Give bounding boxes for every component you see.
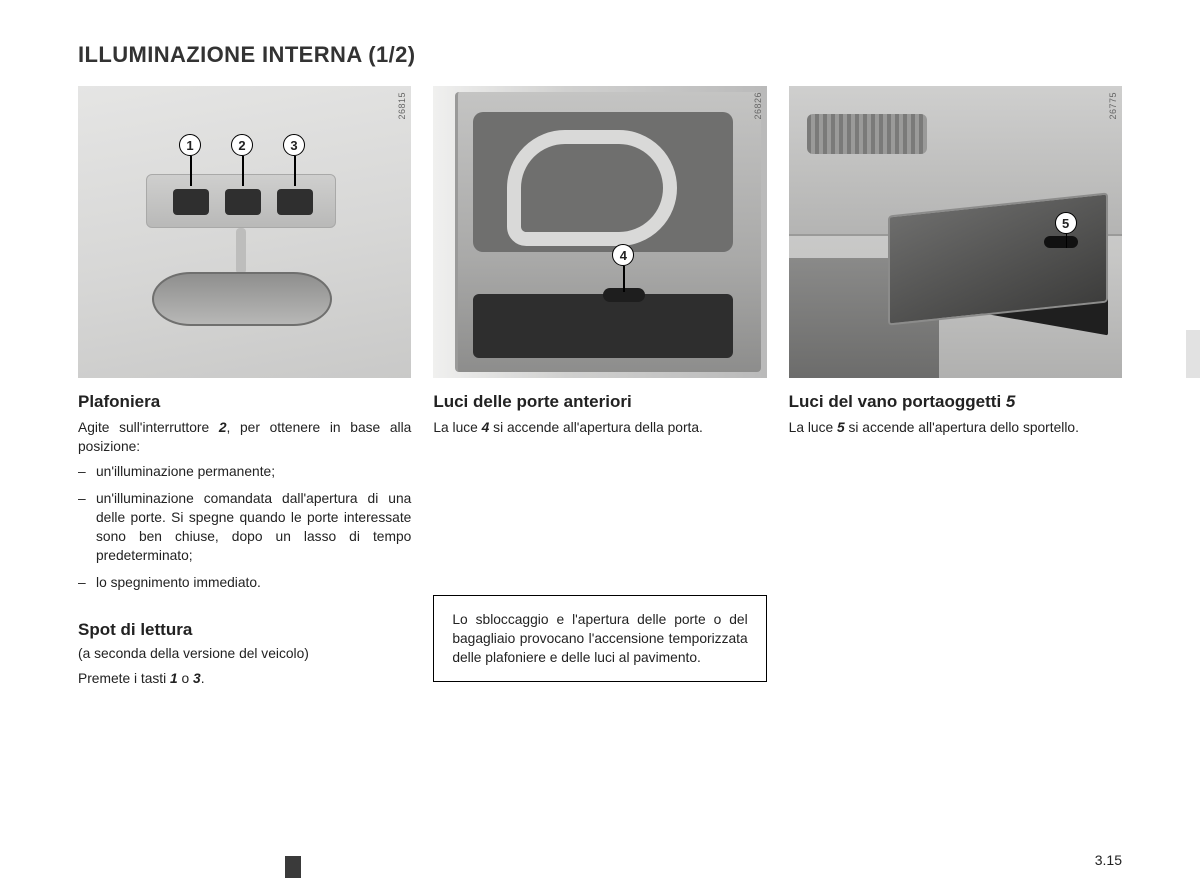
fig2-handle [507, 130, 677, 246]
n: 5 [1006, 392, 1015, 411]
t: si accende all'apertura dello sportello. [845, 420, 1079, 435]
fig1-button-1 [173, 189, 209, 215]
leader-1 [190, 156, 192, 186]
fig1-button-3 [277, 189, 313, 215]
figure-3-id: 26775 [1108, 92, 1118, 120]
t: La luce [433, 420, 481, 435]
col2-text: La luce 4 si accende all'apertura della … [433, 418, 766, 437]
fig2-pocket [473, 294, 733, 358]
figure-1-id: 26815 [397, 92, 407, 120]
t: . [201, 671, 205, 686]
col1-intro: Agite sull'interruttore 2, per ottenere … [78, 418, 411, 456]
leader-5 [1066, 234, 1068, 248]
col1-sub2-line: Premete i tasti 1 o 3. [78, 669, 411, 688]
callout-2: 2 [231, 134, 253, 156]
columns: 1 2 3 26815 Plafoniera Agite sull'interr… [78, 86, 1122, 688]
n1: 1 [170, 671, 178, 686]
thumb-indicator [285, 856, 301, 878]
col2-heading: Luci delle porte anteriori [433, 392, 766, 412]
figure-2: 4 26826 [433, 86, 766, 378]
fig3-lamp [1044, 236, 1078, 248]
fig1-button-2 [225, 189, 261, 215]
page-number: 3.15 [1095, 852, 1122, 868]
col3-heading: Luci del vano portaoggetti 5 [789, 392, 1122, 412]
t: Premete i tasti [78, 671, 170, 686]
col1-subhead2: Spot di lettura [78, 620, 411, 640]
leader-2 [242, 156, 244, 186]
column-3: 5 26775 Luci del vano portaoggetti 5 La … [789, 86, 1122, 688]
figure-3: 5 26775 [789, 86, 1122, 378]
col1-intro-a: Agite sull'interruttore [78, 420, 219, 435]
col1-sub2-note: (a seconda della versione del veicolo) [78, 644, 411, 663]
section-tab [1186, 330, 1200, 378]
t: si accende all'apertura della porta. [489, 420, 703, 435]
figure-2-id: 26826 [753, 92, 763, 120]
n: 5 [837, 420, 845, 435]
col1-list: un'illuminazione permanente; un'illumina… [78, 462, 411, 600]
callout-1: 1 [179, 134, 201, 156]
t: La luce [789, 420, 837, 435]
page-title: ILLUMINAZIONE INTERNA (1/2) [78, 42, 1122, 68]
callout-5: 5 [1055, 212, 1077, 234]
leader-4 [623, 266, 625, 292]
col3-text: La luce 5 si accende all'apertura dello … [789, 418, 1122, 437]
col1-heading: Plafoniera [78, 392, 411, 412]
fig1-mirror-arm [236, 228, 246, 274]
fig1-console [146, 174, 336, 228]
col1-intro-num: 2 [219, 420, 227, 435]
n2: 3 [193, 671, 201, 686]
t: o [178, 671, 193, 686]
leader-3 [294, 156, 296, 186]
column-2: 4 26826 Luci delle porte anteriori La lu… [433, 86, 766, 688]
list-item: lo spegnimento immediato. [78, 573, 411, 592]
fig1-mirror [152, 272, 332, 326]
note-box: Lo sbloccaggio e l'apertura delle porte … [433, 595, 766, 682]
list-item: un'illuminazione comandata dall'apertura… [78, 489, 411, 565]
fig3-glove [888, 192, 1108, 325]
callout-3: 3 [283, 134, 305, 156]
figure-1: 1 2 3 26815 [78, 86, 411, 378]
list-item: un'illuminazione permanente; [78, 462, 411, 481]
column-1: 1 2 3 26815 Plafoniera Agite sull'interr… [78, 86, 411, 688]
t: Luci del vano portaoggetti [789, 392, 1006, 411]
fig3-vents [807, 114, 927, 154]
